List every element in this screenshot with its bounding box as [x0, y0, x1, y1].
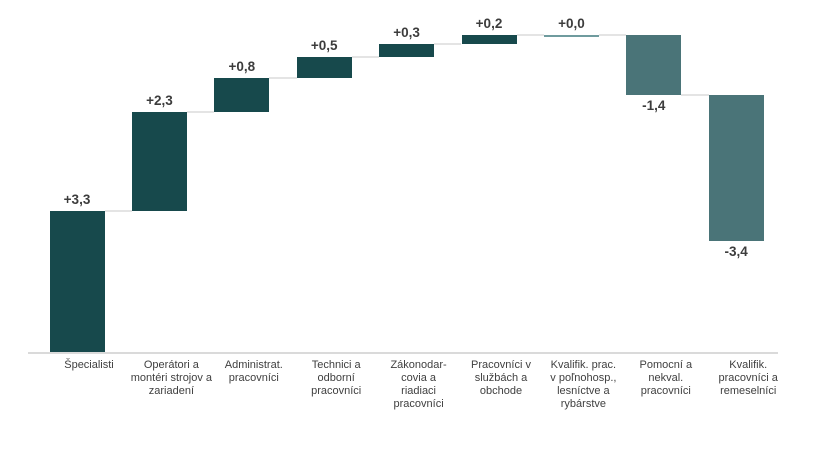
bar-value-label: -1,4	[642, 98, 666, 114]
waterfall-bar	[131, 112, 187, 211]
waterfall-bar	[543, 35, 599, 38]
bar-value-label: +0,2	[475, 16, 503, 32]
category-label: Zákonodar-covia a riadiaci pracovníci	[390, 359, 447, 410]
bar-value-label: -3,4	[724, 243, 748, 259]
category-label: Špecialisti	[64, 359, 114, 371]
waterfall-bar	[49, 210, 105, 352]
connector-line	[516, 34, 544, 37]
connector-line	[681, 94, 709, 97]
waterfall-bar	[379, 43, 435, 57]
category-label: Administrat. pracovníci	[224, 359, 283, 384]
bar-value-label: +0,8	[228, 59, 256, 75]
bar-value-label: +2,3	[146, 93, 173, 109]
connector-line	[598, 34, 627, 37]
connector-line	[351, 55, 380, 58]
connector-line	[269, 77, 297, 80]
bar-value-label: +3,3	[63, 191, 91, 207]
bar-value-label: +0,0	[558, 16, 585, 32]
connector-line	[434, 42, 462, 45]
category-label: Pomocní a nekval. pracovníci	[639, 359, 693, 397]
category-label: Technici a odborní pracovníci	[311, 359, 362, 397]
connector-line	[186, 111, 215, 114]
waterfall-bar	[214, 78, 270, 113]
waterfall-bar	[296, 56, 352, 79]
waterfall-bar	[461, 35, 517, 44]
category-label: Kvalifik. pracovníci a remeselníci	[718, 359, 778, 397]
category-label: Pracovníci v službách a obchode	[471, 359, 531, 397]
connector-line	[104, 209, 132, 212]
waterfall-bar	[708, 95, 764, 241]
bar-value-label: +0,3	[393, 24, 420, 40]
category-label: Operátori a montéri strojov a zariadení	[130, 359, 213, 397]
bar-value-label: +0,5	[310, 37, 338, 53]
baseline-axis	[28, 352, 778, 354]
waterfall-bar	[626, 35, 682, 96]
